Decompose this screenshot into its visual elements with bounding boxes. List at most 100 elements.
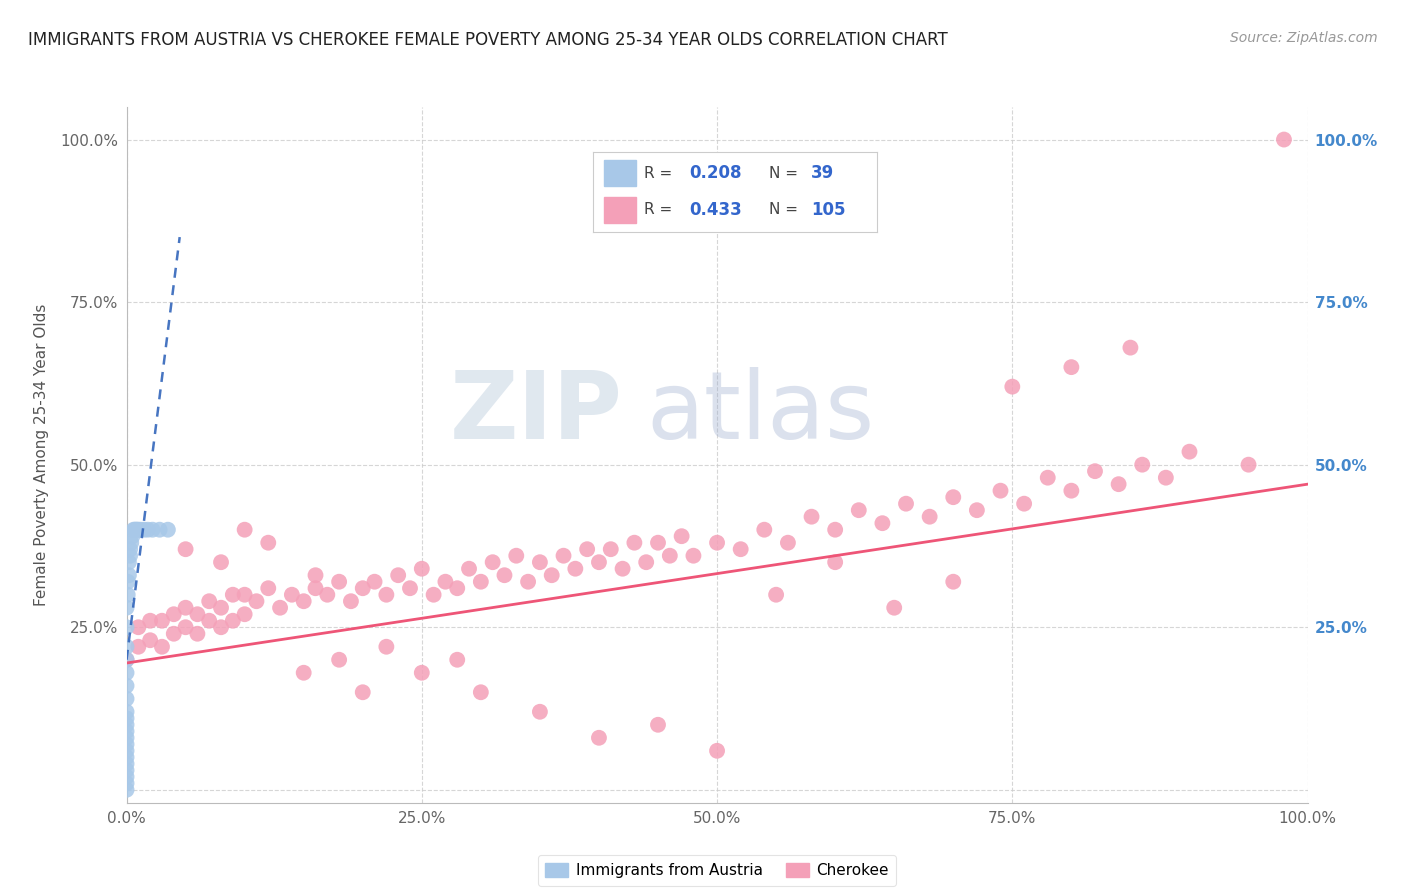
Point [304, 581, 326, 595]
Point [636, 555, 658, 569]
Point [375, 640, 398, 654]
Point [599, 542, 621, 557]
Point [209, 620, 232, 634]
Point [115, 691, 138, 706]
Point [134, 523, 156, 537]
Point [245, 594, 267, 608]
Point [163, 626, 186, 640]
Point [127, 523, 149, 537]
Point [824, 555, 846, 569]
Point [139, 633, 162, 648]
Point [222, 614, 245, 628]
Point [966, 503, 988, 517]
Text: IMMIGRANTS FROM AUSTRIA VS CHEROKEE FEMALE POVERTY AMONG 25-34 YEAR OLDS CORRELA: IMMIGRANTS FROM AUSTRIA VS CHEROKEE FEMA… [28, 31, 948, 49]
Point [872, 516, 894, 531]
Point [186, 626, 208, 640]
Point [588, 555, 610, 569]
Point [163, 607, 186, 622]
Point [115, 640, 138, 654]
Point [141, 523, 163, 537]
Text: ZIP: ZIP [450, 368, 623, 459]
Point [1154, 471, 1177, 485]
Point [115, 776, 138, 790]
Point [269, 600, 291, 615]
Point [352, 581, 374, 595]
Point [399, 581, 422, 595]
Point [150, 614, 173, 628]
Point [505, 549, 527, 563]
Point [115, 665, 138, 680]
Point [352, 685, 374, 699]
Point [470, 574, 492, 589]
Point [115, 600, 138, 615]
Point [1012, 497, 1035, 511]
Text: 105: 105 [811, 201, 846, 219]
Point [115, 620, 138, 634]
Point [1119, 341, 1142, 355]
Point [118, 568, 141, 582]
Point [671, 529, 693, 543]
Point [117, 588, 139, 602]
Point [115, 744, 138, 758]
Point [340, 594, 363, 608]
Text: 39: 39 [811, 164, 835, 182]
Point [576, 542, 599, 557]
Point [198, 594, 221, 608]
Point [115, 705, 138, 719]
Point [129, 523, 152, 537]
Point [304, 568, 326, 582]
Point [776, 535, 799, 549]
Point [894, 497, 917, 511]
Text: N =: N = [769, 202, 803, 218]
Point [553, 549, 575, 563]
Text: 0.208: 0.208 [689, 164, 742, 182]
Point [115, 750, 138, 764]
Point [150, 640, 173, 654]
Point [623, 535, 645, 549]
Point [730, 542, 752, 557]
Point [564, 562, 586, 576]
Text: N =: N = [769, 166, 803, 180]
Point [156, 523, 179, 537]
Point [458, 562, 481, 576]
Legend: Immigrants from Austria, Cherokee: Immigrants from Austria, Cherokee [537, 855, 897, 886]
Point [918, 509, 941, 524]
Point [257, 581, 280, 595]
Text: 0.433: 0.433 [689, 201, 742, 219]
Point [540, 568, 562, 582]
Point [117, 574, 139, 589]
Point [115, 770, 138, 784]
Point [754, 523, 776, 537]
Point [292, 665, 315, 680]
Point [233, 588, 256, 602]
Point [120, 542, 142, 557]
Point [800, 509, 823, 524]
Point [411, 562, 433, 576]
Point [706, 744, 728, 758]
Point [115, 679, 138, 693]
Text: atlas: atlas [647, 368, 875, 459]
Point [529, 555, 551, 569]
Point [127, 523, 149, 537]
Point [122, 523, 145, 537]
Point [883, 600, 905, 615]
Point [125, 523, 148, 537]
Point [115, 653, 138, 667]
Point [328, 653, 350, 667]
Point [115, 731, 138, 745]
Point [174, 542, 197, 557]
Point [222, 588, 245, 602]
Point [115, 724, 138, 739]
Point [115, 653, 138, 667]
Text: R =: R = [644, 166, 678, 180]
Point [115, 737, 138, 751]
Point [281, 588, 304, 602]
Point [990, 483, 1012, 498]
Point [115, 718, 138, 732]
Point [1272, 132, 1295, 146]
Point [186, 607, 208, 622]
Point [824, 523, 846, 537]
Point [139, 614, 162, 628]
Point [136, 523, 159, 537]
Point [149, 523, 172, 537]
